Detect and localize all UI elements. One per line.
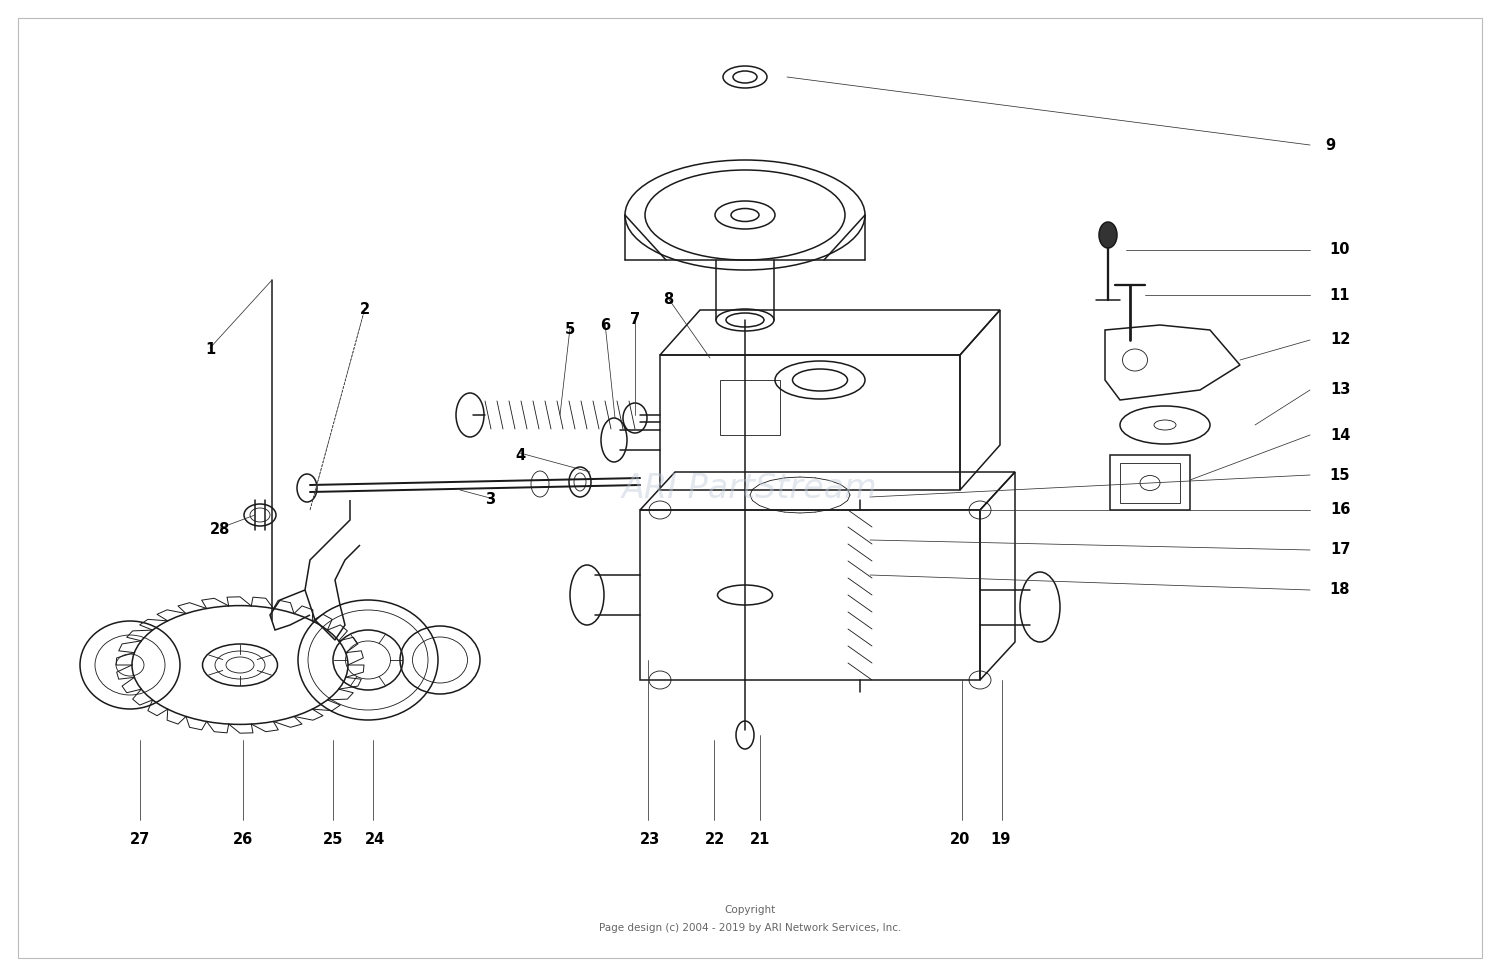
Text: 11: 11 [1329, 288, 1350, 303]
Text: 22: 22 [705, 833, 724, 847]
Ellipse shape [1100, 222, 1118, 248]
Text: 18: 18 [1329, 583, 1350, 597]
Text: 1: 1 [206, 343, 214, 357]
Text: 10: 10 [1329, 242, 1350, 258]
Text: ARI PartStream: ARI PartStream [622, 471, 878, 505]
Text: Page design (c) 2004 - 2019 by ARI Network Services, Inc.: Page design (c) 2004 - 2019 by ARI Netwo… [598, 923, 902, 933]
Text: 19: 19 [990, 833, 1010, 847]
Bar [660, 355, 960, 490]
Text: 3: 3 [484, 493, 495, 508]
Text: 23: 23 [640, 833, 660, 847]
Text: 20: 20 [950, 833, 970, 847]
Text: 14: 14 [1330, 427, 1350, 442]
Bar [720, 380, 780, 435]
Text: 7: 7 [630, 312, 640, 328]
Text: 25: 25 [322, 833, 344, 847]
Text: 12: 12 [1330, 333, 1350, 347]
Text: 24: 24 [364, 833, 386, 847]
Text: 6: 6 [600, 317, 610, 333]
Text: 4: 4 [514, 448, 525, 463]
Text: 21: 21 [750, 833, 770, 847]
Text: 15: 15 [1329, 468, 1350, 482]
Text: 9: 9 [1324, 138, 1335, 152]
Text: 16: 16 [1330, 503, 1350, 517]
Text: 5: 5 [566, 322, 574, 338]
Text: 8: 8 [663, 293, 674, 307]
Bar [1110, 455, 1190, 510]
Text: Copyright: Copyright [724, 905, 776, 915]
Text: 28: 28 [210, 522, 230, 538]
Text: 17: 17 [1330, 543, 1350, 557]
Bar [640, 510, 980, 680]
Bar [1120, 463, 1180, 503]
Text: 27: 27 [130, 833, 150, 847]
Text: 13: 13 [1330, 383, 1350, 397]
Text: 2: 2 [360, 303, 370, 317]
Text: 26: 26 [232, 833, 254, 847]
